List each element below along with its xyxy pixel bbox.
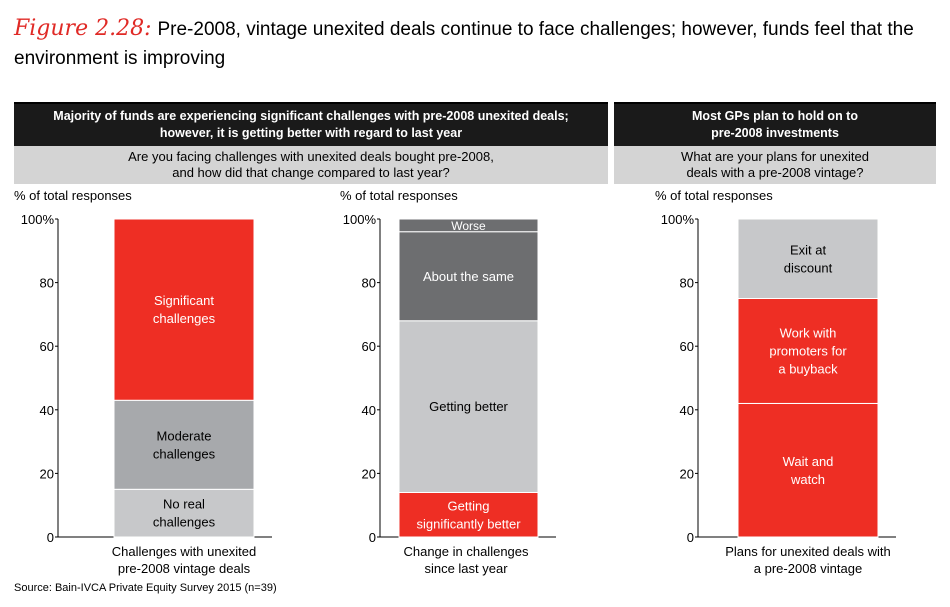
panel-heading-right: Most GPs plan to hold on to pre-2008 inv… [614,104,936,146]
y-tick-label: 80 [680,276,694,291]
panel-heading-left: Majority of funds are experiencing signi… [14,104,608,146]
source-note: Source: Bain-IVCA Private Equity Survey … [14,582,277,594]
segment-label: Significant challenges [153,293,216,326]
y-axis-label: % of total responses [655,188,773,203]
panel-heading-left-text: Majority of funds are experiencing signi… [53,109,569,140]
panel-question-left-text: Are you facing challenges with unexited … [128,149,494,180]
x-axis-label: Challenges with unexited pre-2008 vintage… [112,544,257,576]
y-tick-label: 60 [362,339,376,354]
bar-segment [398,231,539,322]
segment-label: Work with promoters for a buyback [769,326,847,377]
panel-question-right: What are your plans for unexited deals w… [614,146,936,184]
panel-question-right-text: What are your plans for unexited deals w… [681,149,869,180]
y-tick-label: 40 [40,403,54,418]
y-tick-label: 20 [362,466,376,481]
y-tick-label: 20 [680,466,694,481]
bar-segment [113,218,255,401]
bar-segment [737,298,879,404]
y-tick-label: 20 [40,466,54,481]
panel-top-rule-right [614,102,936,104]
y-tick-label: 0 [369,530,376,545]
panel-top-rule-left [14,102,608,104]
bar-segment [737,218,879,299]
y-tick-label: 40 [362,403,376,418]
y-tick-label: 100% [21,212,55,227]
x-axis-label: Change in challenges since last year [403,544,529,576]
figure-title: Figure 2.28: Pre-2008, vintage unexited d… [14,14,934,73]
y-tick-label: 80 [40,276,54,291]
segment-label: Wait and watch [783,454,834,487]
y-tick-label: 60 [680,339,694,354]
y-tick-label: 0 [47,530,54,545]
figure-title-text: Pre-2008, vintage unexited deals continu… [14,19,914,69]
y-tick-label: 40 [680,403,694,418]
bar-segment [113,399,255,490]
y-axis-label: % of total responses [14,188,132,203]
panel-heading-right-text: Most GPs plan to hold on to pre-2008 inv… [692,109,858,140]
y-tick-label: 100% [343,212,377,227]
segment-label: Moderate challenges [153,428,216,461]
segment-label: No real challenges [153,497,216,530]
panel-question-left: Are you facing challenges with unexited … [14,146,608,184]
y-tick-label: 0 [687,530,694,545]
x-axis-label: Plans for unexited deals with a pre-2008 … [725,544,890,576]
bar-segment [113,488,255,538]
figure-label: Figure 2.28: [14,16,152,41]
segment-label: About the same [423,269,514,284]
y-tick-label: 100% [661,212,695,227]
y-axis-label: % of total responses [340,188,458,203]
segment-label: Exit at discount [784,242,833,275]
segment-label: Getting better [429,399,508,414]
y-tick-label: 80 [362,276,376,291]
y-tick-label: 60 [40,339,54,354]
bar-segment [398,218,539,233]
segment-label: Worse [451,219,486,233]
bar-segment [737,402,879,538]
segment-label: Getting significantly better [416,498,521,531]
